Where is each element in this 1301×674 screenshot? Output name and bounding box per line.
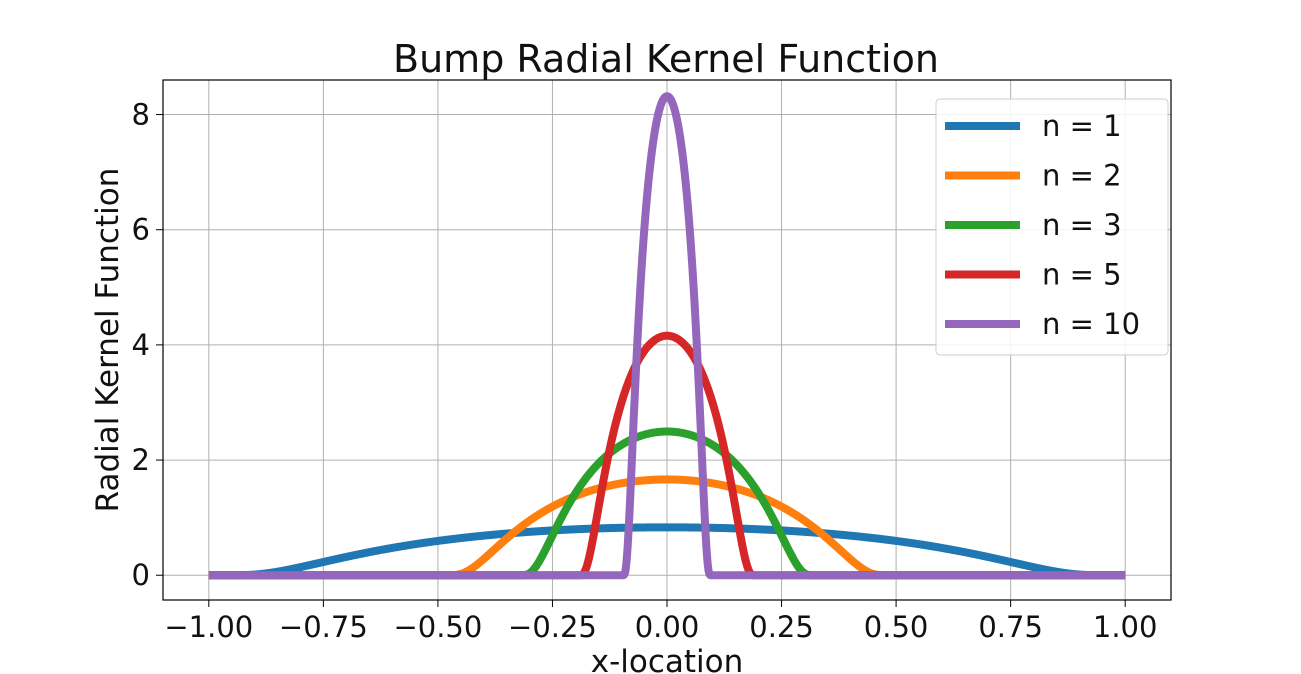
legend-label: n = 1 [1042,109,1122,143]
x-tick-label: −0.50 [393,610,482,644]
legend-label: n = 10 [1042,307,1140,341]
legend-label: n = 5 [1042,258,1122,292]
y-tick-label: 2 [132,443,150,477]
y-ticks: 0 2 4 6 8 [132,98,163,592]
x-tick-label: 0.50 [864,610,929,644]
legend-box [935,98,1169,356]
x-tick-label: −1.00 [164,610,253,644]
series-line [205,523,1129,580]
series-line [205,92,1129,580]
x-axis-label: x-location [591,644,744,674]
x-tick-label: 0.00 [635,610,700,644]
series-layer [205,92,1129,580]
x-ticks: −1.00 −0.75 −0.50 −0.25 0.00 0.25 0.50 0.75 1.00 [164,600,1157,644]
x-tick-label: −0.75 [279,610,368,644]
y-tick-label: 4 [132,328,150,362]
legend-label: n = 2 [1042,159,1122,193]
legend: n = 1 n = 2 n = 3 n = 5 n = 10 [935,98,1169,356]
x-tick-label: 0.75 [978,610,1043,644]
y-tick-label: 6 [132,213,150,247]
y-axis-label: Radial Kernel Function [90,168,126,513]
y-tick-label: 0 [132,558,150,592]
legend-label: n = 3 [1042,208,1122,242]
x-tick-label: 1.00 [1093,610,1158,644]
y-tick-label: 8 [132,98,150,132]
x-tick-label: −0.25 [508,610,597,644]
chart-title: Bump Radial Kernel Function [393,37,939,81]
x-tick-label: 0.25 [749,610,814,644]
